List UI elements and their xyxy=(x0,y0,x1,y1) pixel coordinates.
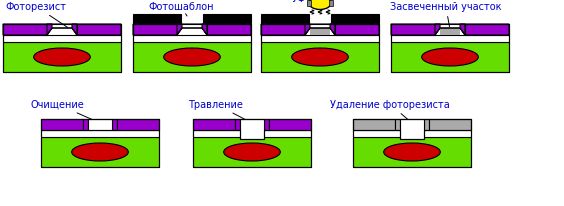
Text: Травление: Травление xyxy=(188,99,249,122)
Bar xyxy=(133,36,251,43)
Bar xyxy=(77,25,121,36)
Polygon shape xyxy=(202,25,207,36)
Ellipse shape xyxy=(164,49,221,67)
Polygon shape xyxy=(424,119,429,130)
Bar xyxy=(240,119,264,139)
Bar xyxy=(440,29,460,36)
Bar xyxy=(391,36,509,43)
Polygon shape xyxy=(235,119,240,130)
Bar xyxy=(41,119,83,130)
Bar xyxy=(88,119,112,130)
Ellipse shape xyxy=(422,49,478,67)
Text: Фотошаблон: Фотошаблон xyxy=(148,2,214,17)
Text: Удаление фоторезиста: Удаление фоторезиста xyxy=(330,99,450,122)
Ellipse shape xyxy=(224,143,280,161)
Bar xyxy=(353,119,395,130)
Bar xyxy=(335,25,379,36)
Polygon shape xyxy=(330,25,335,36)
Bar xyxy=(310,29,330,36)
Polygon shape xyxy=(305,25,310,36)
Bar xyxy=(117,119,159,130)
Bar xyxy=(3,43,121,73)
Bar xyxy=(3,36,121,43)
Bar xyxy=(353,137,471,167)
Bar xyxy=(193,119,311,167)
Polygon shape xyxy=(177,25,182,36)
Bar xyxy=(465,25,509,36)
Bar xyxy=(193,119,235,130)
Bar xyxy=(193,137,311,167)
Bar xyxy=(261,15,309,24)
Bar xyxy=(193,130,311,137)
Bar xyxy=(41,119,159,167)
Bar xyxy=(41,137,159,167)
Bar xyxy=(331,15,379,24)
Ellipse shape xyxy=(34,49,90,67)
Bar xyxy=(133,25,177,36)
Ellipse shape xyxy=(292,49,349,67)
Bar xyxy=(261,43,379,73)
Bar xyxy=(400,119,424,139)
Ellipse shape xyxy=(384,143,440,161)
Bar xyxy=(269,119,311,130)
Bar xyxy=(261,36,379,43)
Polygon shape xyxy=(460,25,465,36)
Polygon shape xyxy=(395,119,400,130)
Text: Очищение: Очищение xyxy=(30,99,98,122)
Bar xyxy=(3,25,47,36)
Text: УФ: УФ xyxy=(292,0,306,4)
Bar xyxy=(391,25,435,36)
Polygon shape xyxy=(435,25,440,36)
Ellipse shape xyxy=(72,143,129,161)
Polygon shape xyxy=(47,25,52,36)
Bar xyxy=(353,130,471,137)
Polygon shape xyxy=(72,25,77,36)
Polygon shape xyxy=(264,119,269,130)
Bar xyxy=(353,119,471,167)
Bar xyxy=(329,1,333,7)
Polygon shape xyxy=(83,119,88,130)
Bar xyxy=(3,25,121,73)
Bar xyxy=(261,25,305,36)
Bar xyxy=(207,25,251,36)
Bar xyxy=(261,25,379,73)
Bar xyxy=(307,1,311,7)
Polygon shape xyxy=(112,119,117,130)
Ellipse shape xyxy=(309,0,331,11)
Text: Фоторезист: Фоторезист xyxy=(5,2,68,28)
Bar xyxy=(429,119,471,130)
Bar xyxy=(203,15,251,24)
Bar xyxy=(391,43,509,73)
Bar xyxy=(133,15,181,24)
Bar xyxy=(41,130,159,137)
Bar xyxy=(133,43,251,73)
Text: Засвеченный участок: Засвеченный участок xyxy=(390,2,501,28)
Bar xyxy=(391,25,509,73)
Bar xyxy=(133,25,251,73)
